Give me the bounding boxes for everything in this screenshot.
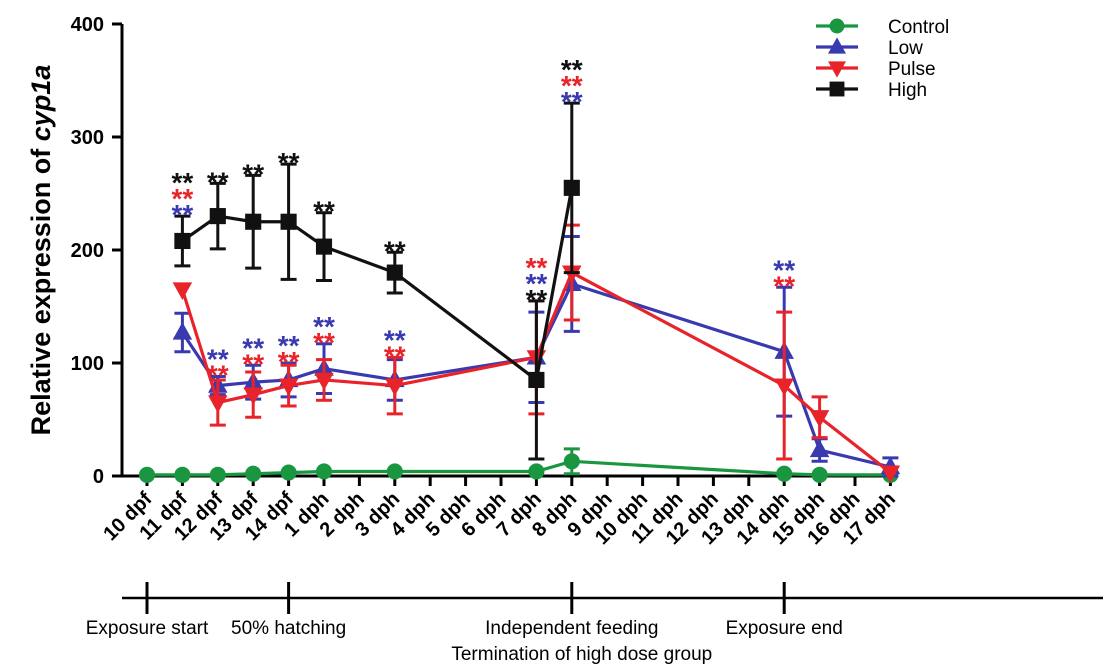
timeline-event: Exposure end <box>726 582 843 639</box>
data-point <box>774 378 794 396</box>
data-point <box>776 465 793 482</box>
data-point <box>880 465 901 484</box>
significance-stars: ** <box>313 327 335 358</box>
data-point <box>278 378 299 396</box>
significance-stars: ** <box>278 330 300 361</box>
significance-stars: ** <box>384 324 406 355</box>
significance-stars: ** <box>207 360 229 391</box>
data-point <box>315 463 333 480</box>
significance-stars: ** <box>561 86 583 117</box>
data-point <box>528 371 545 389</box>
significance-stars: ** <box>242 332 264 363</box>
data-point <box>385 378 405 396</box>
data-point <box>174 466 191 483</box>
data-point <box>809 439 830 458</box>
data-point <box>138 466 156 483</box>
significance-stars: ** <box>773 270 795 301</box>
data-point <box>809 410 830 428</box>
significance-stars: ** <box>278 147 300 178</box>
timeline-label-2: Termination of high dose group <box>451 644 712 665</box>
legend-swatch-marker <box>829 81 845 97</box>
significance-stars: ** <box>278 346 300 377</box>
data-point <box>209 466 226 483</box>
significance-stars: ** <box>242 158 264 189</box>
legend-label: Pulse <box>888 59 936 80</box>
significance-stars: ** <box>384 340 406 371</box>
significance-stars: ** <box>526 268 548 299</box>
data-point <box>174 232 191 250</box>
legend-item-high: High <box>816 80 927 101</box>
timeline-event: 50% hatching <box>231 582 346 639</box>
y-tick-label: 200 <box>71 240 104 262</box>
significance-stars: ** <box>207 344 229 375</box>
series-control <box>138 447 899 483</box>
series-pulse <box>172 223 901 484</box>
data-point <box>243 387 263 406</box>
legend-item-pulse: Pulse <box>816 59 936 80</box>
y-tick-label: 100 <box>71 353 104 375</box>
timeline-event: Independent feeding Termination of high d… <box>451 582 712 665</box>
legend-swatch-marker <box>828 61 846 78</box>
data-point <box>563 179 580 196</box>
timeline-label: Exposure start <box>86 618 209 639</box>
significance-stars: ** <box>172 183 194 214</box>
data-point <box>245 465 262 482</box>
series-line <box>181 187 574 382</box>
significance-stars: ** <box>172 199 194 230</box>
data-point <box>528 463 545 480</box>
significance-layer: ******** ** ******************************… <box>172 54 796 390</box>
significance-stars: ** <box>207 166 229 197</box>
timeline-label: Exposure end <box>726 618 843 639</box>
data-point <box>172 322 193 340</box>
significance-stars: ** <box>773 254 795 285</box>
data-point <box>562 265 582 283</box>
data-point <box>208 395 228 413</box>
data-point <box>172 282 193 300</box>
timeline: Exposure start 50% hatching Independent fe… <box>86 582 1103 665</box>
series-layer <box>138 101 901 484</box>
significance-stars: ** <box>242 348 264 379</box>
y-tick-label: 0 <box>93 466 104 488</box>
series-high <box>174 101 580 461</box>
data-point <box>280 464 297 481</box>
legend-item-control: Control <box>816 17 949 38</box>
timeline-label: 50% hatching <box>231 618 346 639</box>
legend-swatch-marker <box>828 37 846 54</box>
y-axis-title-prefix: Relative expression of <box>26 141 56 435</box>
y-tick-label: 400 <box>71 14 104 36</box>
significance-stars: ** <box>313 196 335 227</box>
legend-label: Control <box>888 17 949 38</box>
data-point <box>386 463 403 480</box>
significance-stars: ** <box>172 167 194 198</box>
data-point <box>811 466 828 483</box>
significance-stars: ** <box>313 311 335 342</box>
data-point <box>209 208 226 225</box>
significance-stars: ** <box>561 70 583 101</box>
y-axis-title: Relative expression of cyp1a <box>26 65 56 436</box>
data-point <box>563 453 580 470</box>
data-point <box>280 213 297 230</box>
y-tick-label: 300 <box>71 127 104 149</box>
significance-stars: ** <box>526 284 548 315</box>
significance-stars: ** <box>561 54 583 85</box>
legend-swatch-marker <box>829 18 845 34</box>
legend-label: High <box>888 80 927 101</box>
significance-stars: ** <box>384 235 406 266</box>
significance-stars: ** <box>526 252 548 283</box>
data-point <box>315 238 333 255</box>
timeline-event: Exposure start <box>86 582 209 639</box>
timeline-label: Independent feeding <box>485 618 658 639</box>
data-point <box>245 213 262 230</box>
legend-item-low: Low <box>816 37 923 59</box>
data-point <box>314 372 334 391</box>
y-axis-title-gene: cyp1a <box>26 65 56 142</box>
legend-label: Low <box>888 38 923 59</box>
data-point <box>386 264 403 281</box>
